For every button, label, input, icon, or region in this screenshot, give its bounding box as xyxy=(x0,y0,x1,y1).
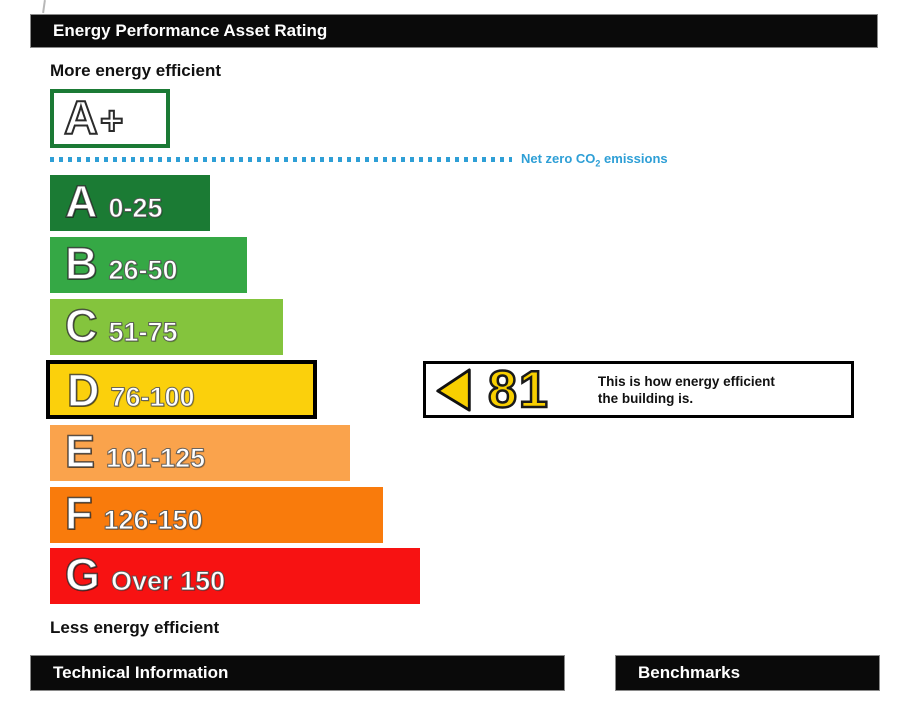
rating-description: This is how energy efficient the buildin… xyxy=(598,373,775,407)
page-title: Energy Performance Asset Rating xyxy=(53,21,328,40)
band-b-letter: B xyxy=(64,237,98,290)
rating-description-line2: the building is. xyxy=(597,390,694,406)
section-header-bar: Energy Performance Asset Rating xyxy=(30,14,878,48)
benchmarks-bar: Benchmarks xyxy=(615,655,880,691)
band-c-range: 51-75 xyxy=(108,317,178,348)
band-c-letter: C xyxy=(64,299,98,352)
band-g: G Over 150 xyxy=(50,548,420,604)
technical-information-title: Technical Information xyxy=(53,663,229,682)
band-b: B 26-50 xyxy=(50,237,247,293)
net-zero-label: Net zero CO2 emissions xyxy=(521,151,668,169)
plus-icon: + xyxy=(99,98,124,144)
band-d-current: D 76-100 xyxy=(46,360,317,419)
band-a-plus: A + xyxy=(50,89,170,148)
rating-value: 81 xyxy=(487,360,550,419)
band-e: E 101-125 xyxy=(50,425,350,481)
band-e-letter: E xyxy=(64,425,96,478)
band-a-plus-letter: A xyxy=(63,91,99,144)
scan-artifact-mark xyxy=(42,0,46,14)
net-zero-text-prefix: Net zero CO xyxy=(521,151,596,166)
benchmarks-title: Benchmarks xyxy=(638,663,741,682)
band-c: C 51-75 xyxy=(50,299,283,355)
rating-indicator-box: 81 This is how energy efficient the buil… xyxy=(423,361,854,418)
band-f-letter: F xyxy=(64,487,93,540)
band-g-range: Over 150 xyxy=(111,566,226,597)
left-arrow-icon xyxy=(436,367,471,412)
less-efficient-label: Less energy efficient xyxy=(50,618,220,637)
band-a: A 0-25 xyxy=(50,175,210,231)
band-d-letter: D xyxy=(66,364,100,417)
band-b-range: 26-50 xyxy=(108,255,178,286)
more-efficient-label: More energy efficient xyxy=(50,61,221,80)
net-zero-dotted-line xyxy=(50,157,512,162)
rating-description-line1: This is how energy efficient xyxy=(597,373,775,389)
band-d-range: 76-100 xyxy=(110,382,195,413)
band-g-letter: G xyxy=(64,548,101,601)
band-e-range: 101-125 xyxy=(106,443,206,474)
technical-information-bar: Technical Information xyxy=(30,655,565,691)
band-f: F 126-150 xyxy=(50,487,383,543)
net-zero-subscript: 2 xyxy=(595,158,601,169)
band-a-range: 0-25 xyxy=(108,193,163,224)
band-f-range: 126-150 xyxy=(103,505,203,536)
band-a-letter: A xyxy=(64,175,98,228)
net-zero-text-suffix: emissions xyxy=(600,151,668,166)
